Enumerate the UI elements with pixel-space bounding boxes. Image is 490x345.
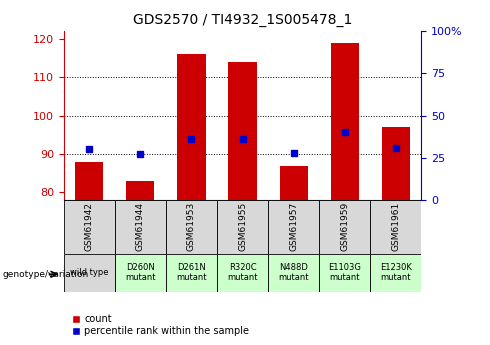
Bar: [382, 127, 410, 200]
Bar: [126, 181, 154, 200]
Bar: [115, 200, 166, 254]
Bar: [166, 254, 217, 292]
Bar: [268, 200, 319, 254]
Bar: [280, 166, 308, 200]
Bar: [75, 162, 103, 200]
Bar: [64, 254, 115, 292]
Bar: [319, 254, 370, 292]
Bar: [217, 254, 268, 292]
Text: genotype/variation: genotype/variation: [2, 270, 89, 279]
Text: E1230K
mutant: E1230K mutant: [380, 263, 412, 282]
Text: N488D
mutant: N488D mutant: [278, 263, 309, 282]
Bar: [64, 200, 115, 254]
Bar: [166, 200, 217, 254]
Legend: count, percentile rank within the sample: count, percentile rank within the sample: [69, 310, 253, 340]
Bar: [370, 200, 421, 254]
Text: R320C
mutant: R320C mutant: [227, 263, 258, 282]
Text: wild type: wild type: [70, 268, 108, 277]
Text: GSM61955: GSM61955: [238, 202, 247, 252]
Bar: [331, 42, 359, 200]
Bar: [370, 254, 421, 292]
Text: GSM61953: GSM61953: [187, 202, 196, 252]
Bar: [115, 254, 166, 292]
Text: GSM61942: GSM61942: [85, 202, 94, 252]
Bar: [217, 200, 268, 254]
Text: D260N
mutant: D260N mutant: [125, 263, 156, 282]
Text: D261N
mutant: D261N mutant: [176, 263, 207, 282]
Text: GSM61959: GSM61959: [340, 202, 349, 252]
Bar: [177, 54, 205, 200]
Text: GSM61961: GSM61961: [392, 202, 400, 252]
Text: GSM61944: GSM61944: [136, 202, 145, 252]
Title: GDS2570 / TI4932_1S005478_1: GDS2570 / TI4932_1S005478_1: [133, 13, 352, 27]
Text: GSM61957: GSM61957: [289, 202, 298, 252]
Bar: [268, 254, 319, 292]
Bar: [319, 200, 370, 254]
Text: E1103G
mutant: E1103G mutant: [328, 263, 361, 282]
Bar: [228, 62, 257, 200]
